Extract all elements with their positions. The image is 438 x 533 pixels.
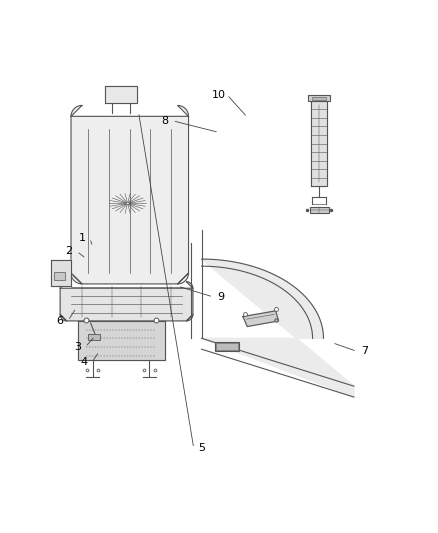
Text: 8: 8 (161, 116, 168, 126)
Polygon shape (60, 282, 193, 321)
Text: 5: 5 (198, 443, 205, 454)
Text: 4: 4 (81, 357, 88, 367)
Polygon shape (71, 106, 188, 284)
Text: 6: 6 (57, 316, 64, 326)
Polygon shape (311, 101, 327, 186)
Bar (215, 342, 239, 351)
Bar (312, 97, 326, 100)
Bar (88, 334, 100, 341)
Text: 7: 7 (361, 346, 368, 357)
Polygon shape (201, 259, 354, 397)
Text: 2: 2 (65, 246, 72, 256)
Text: 1: 1 (78, 233, 85, 243)
Bar (310, 207, 328, 213)
Polygon shape (51, 260, 71, 286)
Text: 9: 9 (218, 292, 225, 302)
Bar (54, 272, 65, 279)
Polygon shape (78, 321, 165, 360)
Polygon shape (243, 311, 279, 327)
Text: 10: 10 (212, 90, 226, 100)
Polygon shape (105, 86, 138, 103)
Text: 3: 3 (74, 342, 81, 352)
Bar (308, 95, 330, 101)
Bar (215, 343, 238, 351)
